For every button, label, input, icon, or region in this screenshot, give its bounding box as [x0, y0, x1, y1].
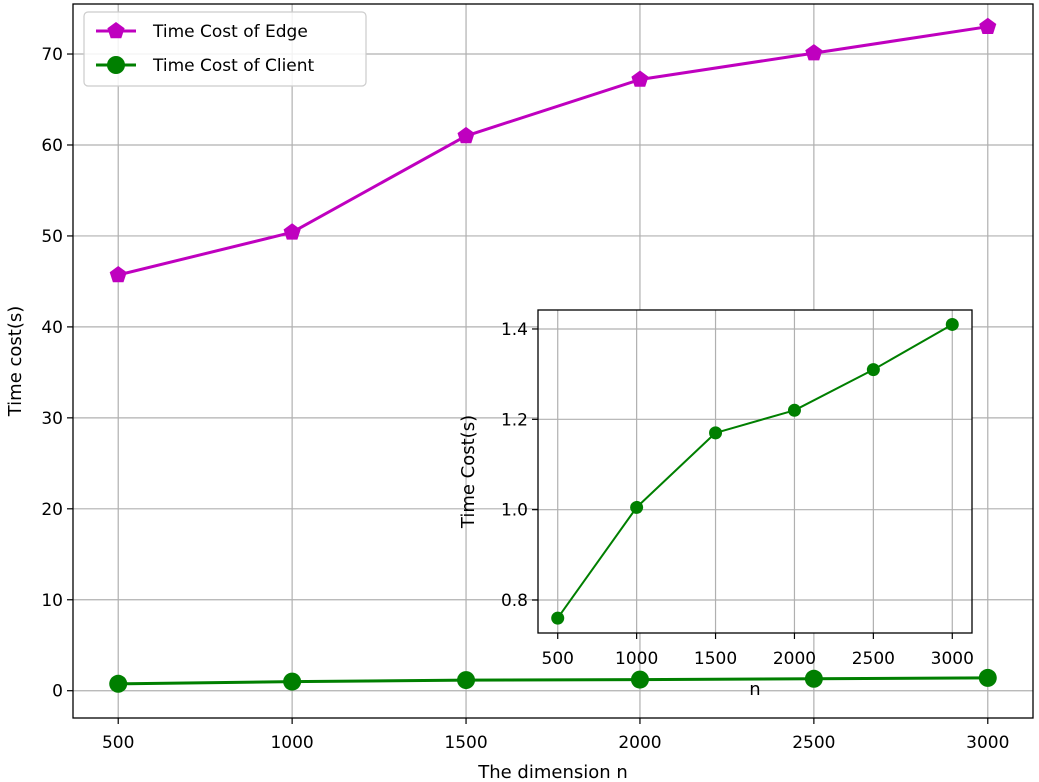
y-tick-label: 1.4 [501, 320, 528, 340]
y-tick-label: 70 [41, 45, 63, 65]
data-point-0 [631, 70, 649, 87]
inset-grid [538, 310, 972, 633]
y-tick-label: 40 [41, 318, 63, 338]
x-tick-label: 2000 [618, 733, 661, 753]
x-tick-label: 3000 [966, 733, 1009, 753]
data-point-1 [109, 674, 128, 693]
y-tick-label: 10 [41, 591, 63, 611]
x-tick-label: 500 [102, 733, 134, 753]
x-tick-label: 1500 [444, 733, 487, 753]
x-tick-label: 1500 [694, 649, 737, 669]
inset-series [551, 317, 959, 625]
data-point-1 [978, 668, 997, 687]
x-tick-label: 2500 [792, 733, 835, 753]
data-point-1 [630, 670, 649, 689]
main-x-ticks: 500 1000 1500 2000 2500 3000 [102, 718, 1009, 753]
x-tick-label: 500 [542, 649, 574, 669]
legend: Time Cost of Edge Time Cost of Client [83, 11, 367, 87]
data-point-1 [457, 671, 476, 690]
data-point-0 [457, 126, 475, 144]
x-tick-label: 2000 [773, 649, 816, 669]
y-tick-label: 50 [41, 227, 63, 247]
data-point-0 [945, 317, 959, 331]
y-tick-label: 30 [41, 409, 63, 429]
data-point-0 [109, 266, 127, 283]
x-tick-label: 3000 [931, 649, 974, 669]
data-point-1 [804, 669, 823, 688]
inset-x-axis-label: n [749, 679, 760, 700]
inset-background [538, 310, 972, 633]
legend-box [83, 11, 367, 87]
inset-y-axis-label: Time Cost(s) [458, 415, 479, 529]
data-point-0 [630, 500, 644, 514]
series-line-0 [556, 323, 953, 619]
x-tick-label: 1000 [270, 733, 313, 753]
y-tick-label: 1.2 [501, 410, 528, 430]
main-x-axis-label: The dimension n [477, 762, 628, 782]
inset-y-ticks: 0.8 1.0 1.2 1.4 [501, 320, 538, 611]
series-line-1 [118, 676, 988, 686]
x-tick-label: 1000 [615, 649, 658, 669]
main-y-axis-label: Time cost(s) [5, 306, 26, 418]
data-point-0 [283, 223, 301, 240]
inset-plot-frame [537, 309, 973, 634]
circle-marker-icon [107, 56, 125, 74]
y-tick-label: 0.8 [501, 591, 528, 611]
data-point-0 [787, 403, 801, 417]
main-series [109, 17, 997, 693]
pentagon-marker-icon [107, 22, 125, 39]
data-point-1 [283, 672, 302, 691]
main-plot-frame [72, 3, 1034, 719]
data-point-0 [805, 44, 823, 61]
legend-label-edge: Time Cost of Edge [152, 22, 308, 42]
data-point-0 [866, 363, 880, 377]
main-y-ticks: 0 10 20 30 40 50 60 70 [41, 45, 73, 702]
y-tick-label: 20 [41, 500, 63, 520]
y-tick-label: 60 [41, 136, 63, 156]
inset-x-ticks: 500 1000 1500 2000 2500 3000 [542, 633, 974, 669]
x-tick-label: 2500 [852, 649, 895, 669]
series-line-0 [117, 25, 989, 277]
data-point-0 [709, 426, 723, 440]
y-tick-label: 0 [52, 682, 63, 702]
legend-label-client: Time Cost of Client [152, 56, 315, 76]
data-point-0 [551, 611, 565, 625]
data-point-0 [979, 17, 997, 34]
y-tick-label: 1.0 [501, 501, 528, 521]
